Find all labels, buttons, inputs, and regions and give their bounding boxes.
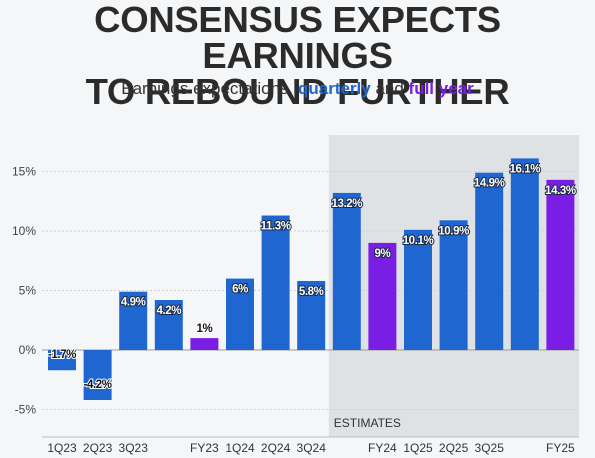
x-tick-label: FY23 <box>190 441 219 455</box>
chart-title-line-2: TO REBOUND FURTHER <box>85 71 510 112</box>
bar-value-label: 10.1% <box>403 235 434 247</box>
bar-value-label: 4.2% <box>156 305 181 317</box>
bar-full-year <box>546 179 575 350</box>
x-tick-label: 3Q25 <box>475 441 505 455</box>
x-tick-label: 3Q23 <box>119 441 149 455</box>
chart-subtitle: Earnings expectations, quarterly and ful… <box>0 79 595 99</box>
bar-value-label: 9% <box>374 248 390 260</box>
bar-value-label: 13.2% <box>331 198 362 210</box>
bar-quarter <box>439 220 468 350</box>
bar-quarter <box>83 350 112 400</box>
y-tick-label: 15% <box>12 165 36 179</box>
bar-quarter <box>297 280 326 350</box>
bar-full-year <box>190 338 219 350</box>
bar-value-label: -1.7% <box>48 349 76 361</box>
x-tick-label: 2Q25 <box>439 441 469 455</box>
bar-quarter <box>226 278 254 350</box>
chart-title: CONSENSUS EXPECTS EARNINGS TO REBOUND FU… <box>0 0 595 112</box>
chart-title-line-1: CONSENSUS EXPECTS EARNINGS <box>94 0 501 76</box>
x-tick-label: 1Q23 <box>47 441 77 455</box>
y-tick-label: 10% <box>12 224 36 238</box>
bar-value-label: -4.2% <box>84 379 112 391</box>
bar-value-label: 14.9% <box>474 178 505 190</box>
subtitle-prefix: Earnings expectations, <box>121 79 298 98</box>
y-tick-label: 5% <box>19 284 37 298</box>
bar-full-year <box>368 242 397 350</box>
x-tick-label: 2Q23 <box>83 441 113 455</box>
bar-quarter <box>119 291 148 350</box>
bar-quarter <box>261 215 290 350</box>
x-tick-label: 1Q24 <box>225 441 255 455</box>
x-tick-label: 1Q25 <box>403 441 433 455</box>
bar-quarter <box>332 192 361 350</box>
subtitle-and: and <box>370 79 409 98</box>
bar-value-label: 10.9% <box>438 225 469 237</box>
bar-quarter <box>475 172 504 350</box>
bar-value-label: 16.1% <box>509 163 540 175</box>
x-tick-label: FY25 <box>546 441 575 455</box>
subtitle-full-year: full year <box>408 79 474 98</box>
bar-value-label: 5.8% <box>299 286 324 298</box>
bar-quarter <box>154 300 183 350</box>
bar-quarter <box>48 350 76 371</box>
bar-value-label: 1% <box>196 323 212 335</box>
bar-value-label: 11.3% <box>261 221 291 233</box>
subtitle-quarterly: quarterly <box>297 79 371 98</box>
x-tick-label: 3Q24 <box>297 441 327 455</box>
bar-quarter <box>404 229 432 350</box>
y-tick-label: -5% <box>15 403 37 417</box>
y-tick-label: 0% <box>19 343 37 357</box>
bar-quarter <box>510 158 539 350</box>
x-tick-label: FY24 <box>368 441 397 455</box>
x-tick-label: 2Q24 <box>261 441 291 455</box>
bar-value-label: 4.9% <box>121 297 146 309</box>
estimates-label: ESTIMATES <box>334 416 401 430</box>
bar-value-label: 14.3% <box>545 185 576 197</box>
bar-value-label: 6% <box>232 284 248 296</box>
